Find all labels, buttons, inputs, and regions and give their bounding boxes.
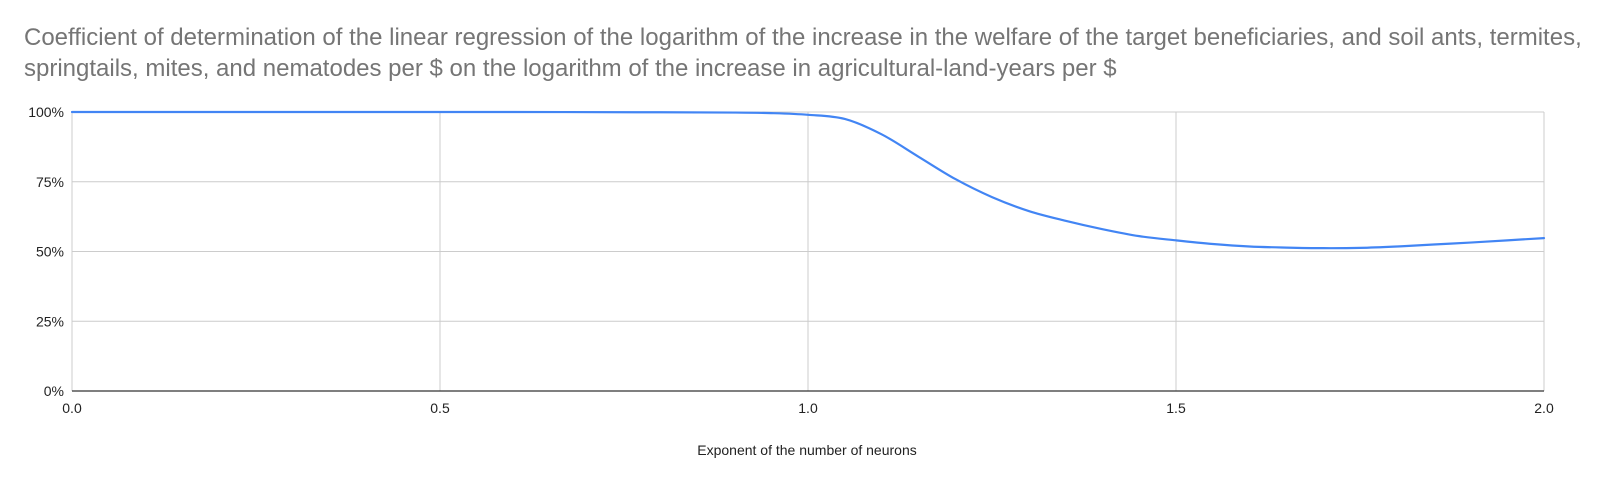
x-tick-label: 1.5 [1166,400,1186,416]
y-tick-label: 0% [44,383,64,399]
x-tick-label: 0.5 [430,400,450,416]
y-tick-label: 75% [36,174,64,190]
axes: 0% 25% 50% 75% 100% 0.0 0.5 1.0 1.5 2.0 [28,104,1554,416]
chart-title: Coefficient of determination of the line… [24,24,1582,82]
series-layer [70,110,1546,250]
y-tick-label: 50% [36,244,64,260]
y-tick-label: 25% [36,313,64,329]
x-tick-label: 0.0 [62,400,82,416]
x-tick-label: 1.0 [798,400,818,416]
grid-lines [71,111,1545,391]
x-axis-title: Exponent of the number of neurons [697,442,916,458]
x-tick-label: 2.0 [1534,400,1554,416]
series-line [70,110,1546,250]
y-tick-label: 100% [28,104,64,120]
